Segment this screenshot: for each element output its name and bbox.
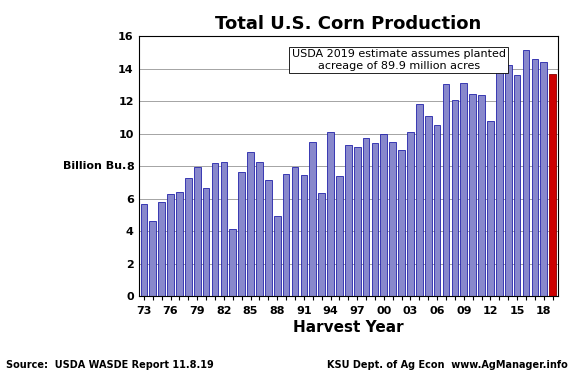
Bar — [540, 62, 547, 296]
Title: Total U.S. Corn Production: Total U.S. Corn Production — [215, 15, 481, 33]
Bar — [398, 150, 405, 296]
Bar — [434, 125, 441, 296]
X-axis label: Harvest Year: Harvest Year — [293, 320, 403, 335]
Bar — [487, 121, 494, 296]
Bar — [425, 116, 431, 296]
Bar — [194, 167, 201, 296]
Bar — [443, 84, 449, 296]
Bar — [327, 132, 334, 296]
Bar — [238, 171, 245, 296]
Bar — [407, 132, 414, 296]
Bar — [318, 193, 325, 296]
Bar — [292, 167, 299, 296]
Bar — [140, 205, 147, 296]
Bar — [363, 138, 370, 296]
Bar — [452, 100, 458, 296]
Bar — [496, 71, 503, 296]
Bar — [309, 142, 316, 296]
Bar — [229, 228, 236, 296]
Bar — [372, 143, 378, 296]
Bar — [221, 162, 227, 296]
Bar — [274, 216, 281, 296]
Bar — [416, 104, 423, 296]
Bar — [469, 94, 476, 296]
Bar — [167, 195, 174, 296]
Bar — [354, 147, 360, 296]
Bar — [211, 163, 218, 296]
Bar — [345, 145, 352, 296]
Bar — [505, 65, 512, 296]
Bar — [336, 176, 343, 296]
Bar — [150, 221, 156, 296]
Text: USDA 2019 estimate assumes planted
acreage of 89.9 million acres: USDA 2019 estimate assumes planted acrea… — [292, 49, 505, 71]
Bar — [203, 188, 210, 296]
Bar — [176, 192, 183, 296]
Text: KSU Dept. of Ag Econ  www.AgManager.info: KSU Dept. of Ag Econ www.AgManager.info — [327, 360, 567, 370]
Bar — [300, 175, 307, 296]
Bar — [265, 180, 272, 296]
Bar — [514, 75, 520, 296]
Text: Billion Bu.: Billion Bu. — [64, 161, 127, 171]
Bar — [478, 95, 485, 296]
Bar — [158, 202, 165, 296]
Bar — [256, 163, 263, 296]
Bar — [247, 152, 254, 296]
Bar — [532, 58, 538, 296]
Bar — [390, 142, 396, 296]
Bar — [523, 50, 529, 296]
Bar — [185, 178, 191, 296]
Bar — [550, 74, 556, 296]
Bar — [380, 134, 387, 296]
Bar — [282, 174, 289, 296]
Text: Source:  USDA WASDE Report 11.8.19: Source: USDA WASDE Report 11.8.19 — [6, 360, 214, 370]
Bar — [461, 83, 467, 296]
